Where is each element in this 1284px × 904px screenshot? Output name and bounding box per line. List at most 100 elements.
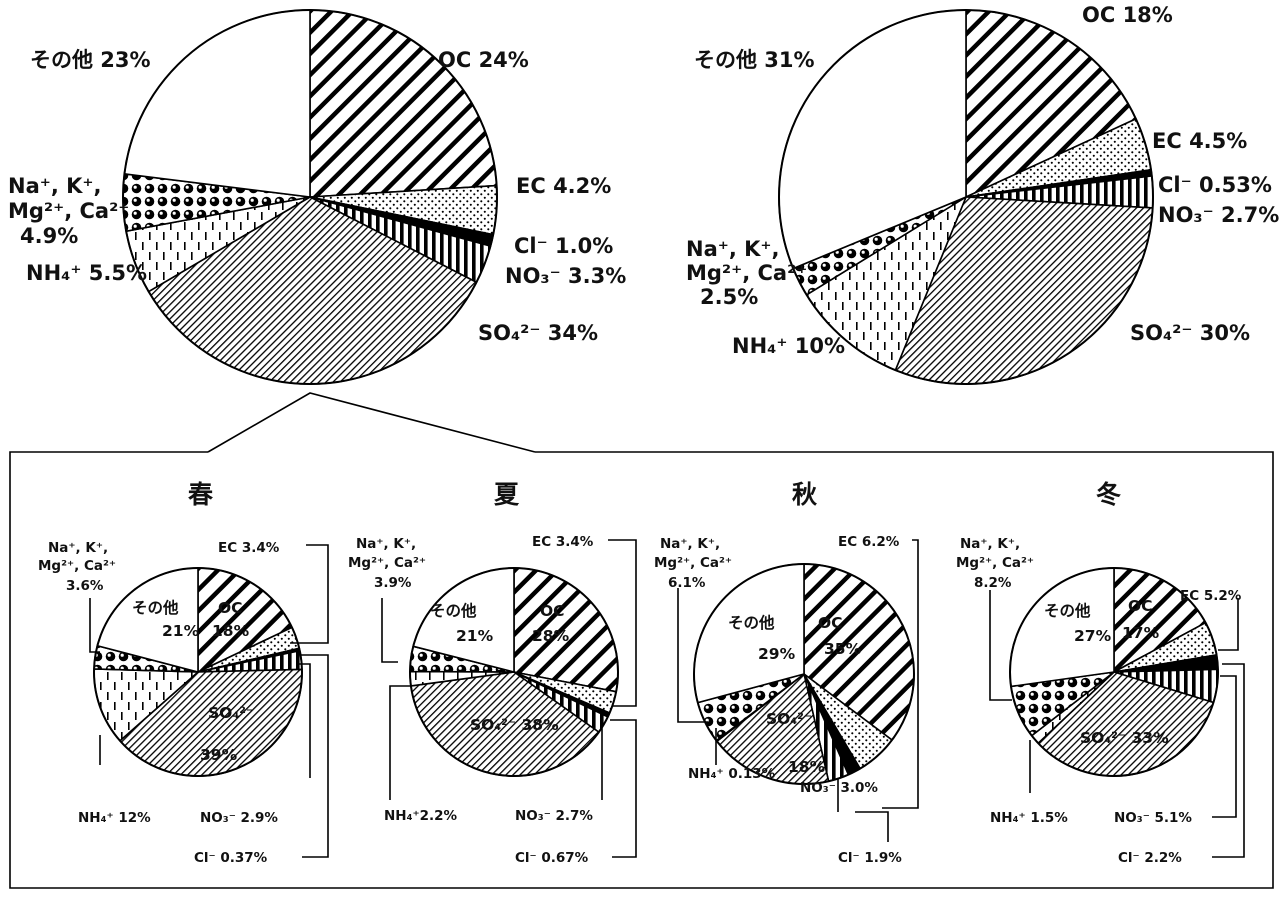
- pie-outline: [1009, 567, 1219, 777]
- label-na-line1: Na⁺, K⁺,: [356, 536, 416, 552]
- pie-spring: [93, 567, 303, 777]
- label-so4: SO₄²⁻ 33%: [1080, 729, 1169, 747]
- label-cl: Cl⁻ 2.2%: [1118, 850, 1182, 866]
- label-nh4: NH₄⁺ 1.5%: [990, 810, 1068, 826]
- label-oc-value: 35%: [824, 640, 862, 658]
- label-oc-name: OC: [818, 614, 843, 632]
- leader-spring-ec: [290, 544, 329, 644]
- label-nh4: NH₄⁺2.2%: [384, 808, 458, 824]
- label-oc-name: OC: [218, 599, 243, 617]
- label-nh4: NH₄⁺ 5.5%: [26, 261, 147, 285]
- label-other-value: 21%: [456, 627, 494, 645]
- leader-winter-ec: [1218, 598, 1239, 651]
- leader-winter-no3: [1212, 675, 1237, 818]
- summer-labels: Na⁺, K⁺, Mg²⁺, Ca²⁺ 3.9% EC 3.4% その他 21%…: [348, 534, 594, 866]
- label-so4-name: SO₄²⁻: [208, 704, 254, 722]
- label-na-line1: Na⁺, K⁺,: [686, 237, 779, 261]
- leader-spring-na: [89, 598, 100, 653]
- label-nh4: NH₄⁺ 0.13%: [688, 766, 776, 782]
- label-no3: NO₃⁻ 2.9%: [200, 810, 278, 826]
- label-so4-name: SO₄²⁻: [766, 710, 812, 728]
- pie-outline: [409, 567, 619, 777]
- leader-spring-no3: [298, 663, 311, 778]
- label-na-value: 3.6%: [66, 578, 104, 594]
- leader-lines: [89, 539, 1245, 858]
- label-other-value: 21%: [162, 622, 200, 640]
- label-ec: EC 6.2%: [838, 534, 900, 550]
- label-so4: SO₄²⁻ 34%: [478, 321, 598, 345]
- spring-labels: Na⁺, K⁺, Mg²⁺, Ca²⁺ 3.6% EC 3.4% その他 21%…: [38, 540, 280, 866]
- label-no3: NO₃⁻ 2.7%: [1158, 203, 1279, 227]
- label-ec: EC 3.4%: [218, 540, 280, 556]
- pie-overall-right-labels: その他 31% OC 18% EC 4.5% Cl⁻ 0.53% NO₃⁻ 2.…: [686, 3, 1279, 358]
- pie-winter: [1009, 567, 1219, 777]
- leader-winter-na: [989, 590, 1012, 701]
- pie-slice-oc: [309, 9, 498, 198]
- label-na-value: 3.9%: [374, 575, 412, 591]
- label-na-line2: Mg²⁺, Ca²⁺: [8, 199, 129, 223]
- label-na-line1: Na⁺, K⁺,: [660, 536, 720, 552]
- label-so4-value: 18%: [788, 758, 826, 776]
- label-cl: Cl⁻ 0.37%: [194, 850, 268, 866]
- label-nh4: NH₄⁺ 12%: [78, 810, 151, 826]
- leader-autumn-ec: [882, 539, 919, 809]
- label-ec: EC 5.2%: [1180, 588, 1242, 604]
- label-no3: NO₃⁻ 2.7%: [515, 808, 593, 824]
- season-title-spring: 春: [188, 480, 213, 509]
- leader-autumn-na: [677, 588, 708, 723]
- pie-overall-left-labels: その他 23% OC 24% EC 4.2% Cl⁻ 1.0% NO₃⁻ 3.3…: [8, 48, 626, 345]
- label-so4-value: 39%: [200, 746, 238, 764]
- label-other-name: その他: [430, 601, 477, 620]
- label-na-line1: Na⁺, K⁺,: [8, 174, 101, 198]
- season-title-summer: 夏: [494, 480, 520, 509]
- label-so4: SO₄²⁻ 38%: [470, 716, 559, 734]
- label-other-name: その他: [1044, 601, 1091, 620]
- label-na-line1: Na⁺, K⁺,: [960, 536, 1020, 552]
- label-cl: Cl⁻ 0.67%: [515, 850, 589, 866]
- seasonal-frame: [9, 451, 1274, 889]
- label-oc: OC 24%: [438, 48, 529, 72]
- pie-outline: [778, 9, 1154, 385]
- label-ec: EC 4.5%: [1152, 129, 1247, 153]
- season-title-winter: 冬: [1096, 480, 1121, 509]
- pie-outline: [93, 567, 303, 777]
- pie-slice-other: [123, 9, 311, 198]
- leader-autumn-cl: [855, 811, 889, 842]
- autumn-labels: Na⁺, K⁺, Mg²⁺, Ca²⁺ 6.1% EC 6.2% その他 29%…: [654, 534, 902, 866]
- leader-summer-nh4: [389, 685, 412, 800]
- label-other: その他 31%: [694, 48, 815, 72]
- season-title-autumn: 秋: [792, 480, 818, 509]
- label-no3: NO₃⁻ 3.3%: [505, 264, 626, 288]
- label-nh4: NH₄⁺ 10%: [732, 334, 845, 358]
- label-so4: SO₄²⁻ 30%: [1130, 321, 1250, 345]
- label-na-value: 4.9%: [20, 224, 78, 248]
- label-oc-value: 28%: [532, 627, 570, 645]
- label-na-line2: Mg²⁺, Ca²⁺: [38, 558, 116, 574]
- label-oc: OC 18%: [1082, 3, 1173, 27]
- label-ec: EC 3.4%: [532, 534, 594, 550]
- label-na-value: 6.1%: [668, 575, 706, 591]
- label-na-line2: Mg²⁺, Ca²⁺: [654, 555, 732, 571]
- label-oc-name: OC: [540, 602, 565, 620]
- label-other-value: 29%: [758, 645, 796, 663]
- label-cl: Cl⁻ 0.53%: [1158, 173, 1272, 197]
- label-other-value: 27%: [1074, 627, 1112, 645]
- pie-overall-right: [778, 9, 1154, 385]
- label-na-line2: Mg²⁺, Ca²⁺: [348, 555, 426, 571]
- label-na-line1: Na⁺, K⁺,: [48, 540, 108, 556]
- label-no3: NO₃⁻ 5.1%: [1114, 810, 1192, 826]
- pie-outline: [122, 9, 498, 385]
- leader-summer-cl: [610, 719, 637, 858]
- pie-autumn: [693, 563, 915, 785]
- label-oc-value: 18%: [212, 622, 250, 640]
- pie-overall-left: [122, 9, 498, 385]
- label-cl: Cl⁻ 1.9%: [838, 850, 902, 866]
- label-oc-name: OC: [1128, 597, 1153, 615]
- label-no3: NO₃⁻ 3.0%: [800, 780, 878, 796]
- pie-outline: [693, 563, 915, 785]
- label-other-name: その他: [132, 598, 179, 617]
- label-other-name: その他: [728, 613, 775, 632]
- leader-summer-na: [381, 598, 398, 663]
- label-na-value: 8.2%: [974, 575, 1012, 591]
